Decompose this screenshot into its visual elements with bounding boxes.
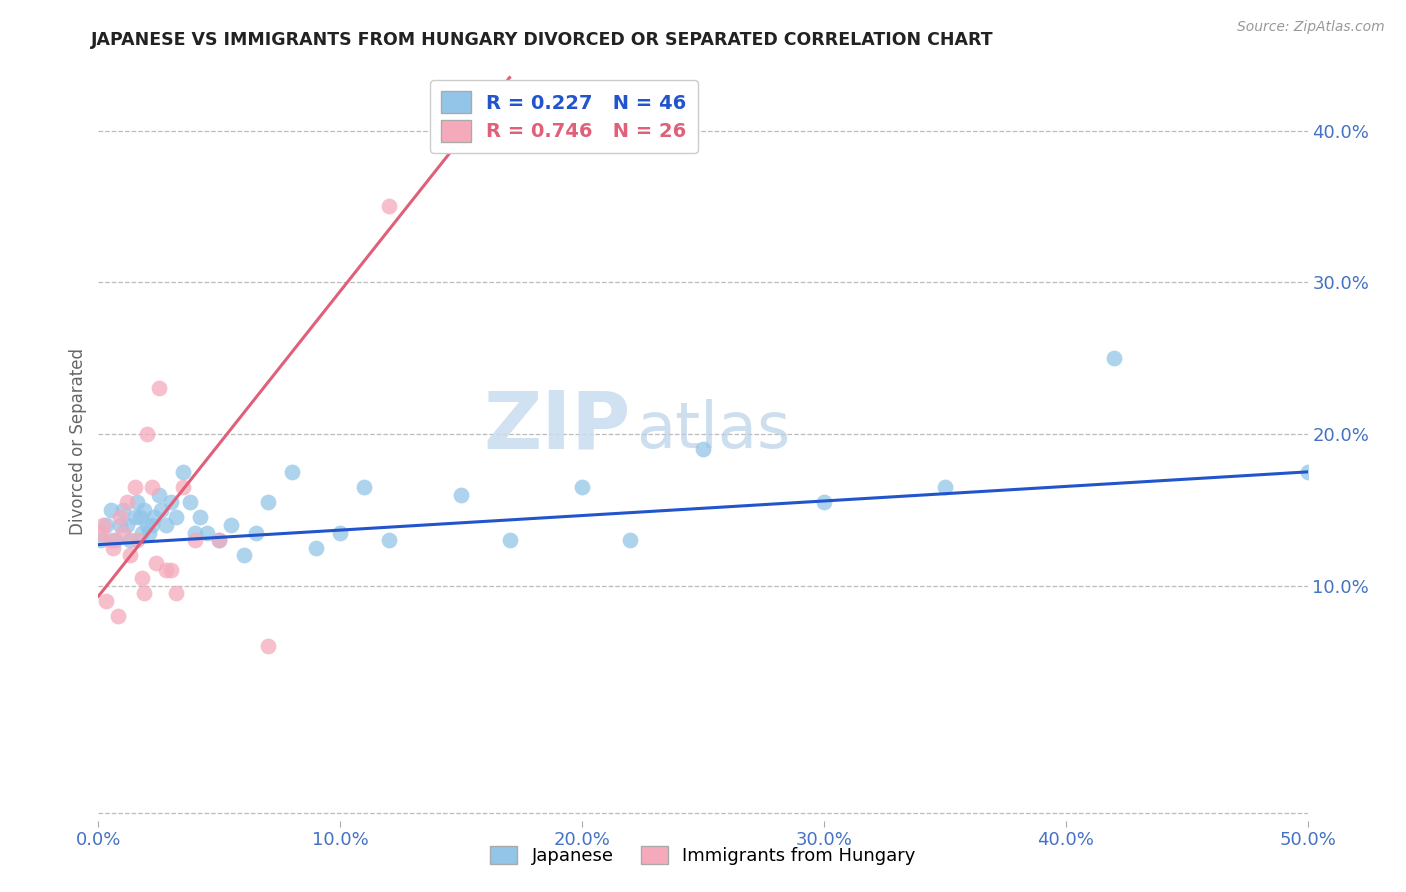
Point — [184, 525, 207, 540]
Point — [450, 487, 472, 501]
Point — [117, 495, 139, 509]
Text: atlas: atlas — [637, 399, 790, 461]
Point — [377, 200, 399, 214]
Point — [101, 541, 124, 555]
Point — [281, 465, 304, 479]
Y-axis label: Divorced or Separated: Divorced or Separated — [69, 348, 87, 535]
Point — [160, 564, 183, 578]
Point — [160, 495, 183, 509]
Point — [117, 517, 139, 532]
Point — [135, 426, 157, 441]
Point — [353, 480, 375, 494]
Point — [91, 517, 114, 532]
Point — [107, 609, 129, 624]
Point — [94, 517, 117, 532]
Point — [184, 533, 207, 547]
Point — [90, 525, 112, 540]
Point — [329, 525, 352, 540]
Point — [1296, 465, 1319, 479]
Point — [245, 525, 267, 540]
Point — [111, 503, 134, 517]
Point — [305, 541, 328, 555]
Point — [127, 533, 149, 547]
Point — [148, 487, 170, 501]
Point — [256, 495, 278, 509]
Point — [143, 510, 166, 524]
Point — [135, 517, 157, 532]
Point — [90, 533, 112, 547]
Point — [141, 517, 163, 532]
Legend: R = 0.227   N = 46, R = 0.746   N = 26: R = 0.227 N = 46, R = 0.746 N = 26 — [430, 79, 699, 153]
Point — [208, 533, 231, 547]
Point — [179, 495, 201, 509]
Point — [131, 571, 153, 585]
Point — [619, 533, 641, 547]
Point — [118, 533, 141, 547]
Point — [100, 503, 122, 517]
Point — [165, 586, 187, 600]
Point — [131, 525, 153, 540]
Point — [148, 382, 170, 396]
Point — [188, 510, 211, 524]
Point — [94, 594, 117, 608]
Point — [232, 548, 254, 563]
Legend: Japanese, Immigrants from Hungary: Japanese, Immigrants from Hungary — [484, 838, 922, 872]
Point — [692, 442, 714, 456]
Point — [221, 517, 243, 532]
Point — [165, 510, 187, 524]
Point — [172, 465, 194, 479]
Point — [150, 503, 173, 517]
Point — [111, 525, 134, 540]
Point — [141, 480, 163, 494]
Point — [155, 517, 177, 532]
Point — [104, 533, 127, 547]
Point — [124, 510, 146, 524]
Point — [124, 480, 146, 494]
Point — [108, 510, 131, 524]
Text: ZIP: ZIP — [484, 387, 630, 466]
Point — [138, 525, 160, 540]
Point — [145, 556, 167, 570]
Point — [208, 533, 231, 547]
Text: Source: ZipAtlas.com: Source: ZipAtlas.com — [1237, 20, 1385, 34]
Point — [118, 548, 141, 563]
Point — [128, 510, 150, 524]
Point — [1102, 351, 1125, 366]
Point — [256, 639, 278, 653]
Point — [571, 480, 593, 494]
Point — [195, 525, 218, 540]
Point — [108, 517, 131, 532]
Point — [377, 533, 399, 547]
Point — [498, 533, 520, 547]
Point — [155, 564, 177, 578]
Point — [934, 480, 956, 494]
Point — [134, 586, 156, 600]
Point — [127, 495, 149, 509]
Point — [813, 495, 835, 509]
Point — [172, 480, 194, 494]
Point — [134, 503, 156, 517]
Text: JAPANESE VS IMMIGRANTS FROM HUNGARY DIVORCED OR SEPARATED CORRELATION CHART: JAPANESE VS IMMIGRANTS FROM HUNGARY DIVO… — [91, 31, 994, 49]
Point — [100, 533, 122, 547]
